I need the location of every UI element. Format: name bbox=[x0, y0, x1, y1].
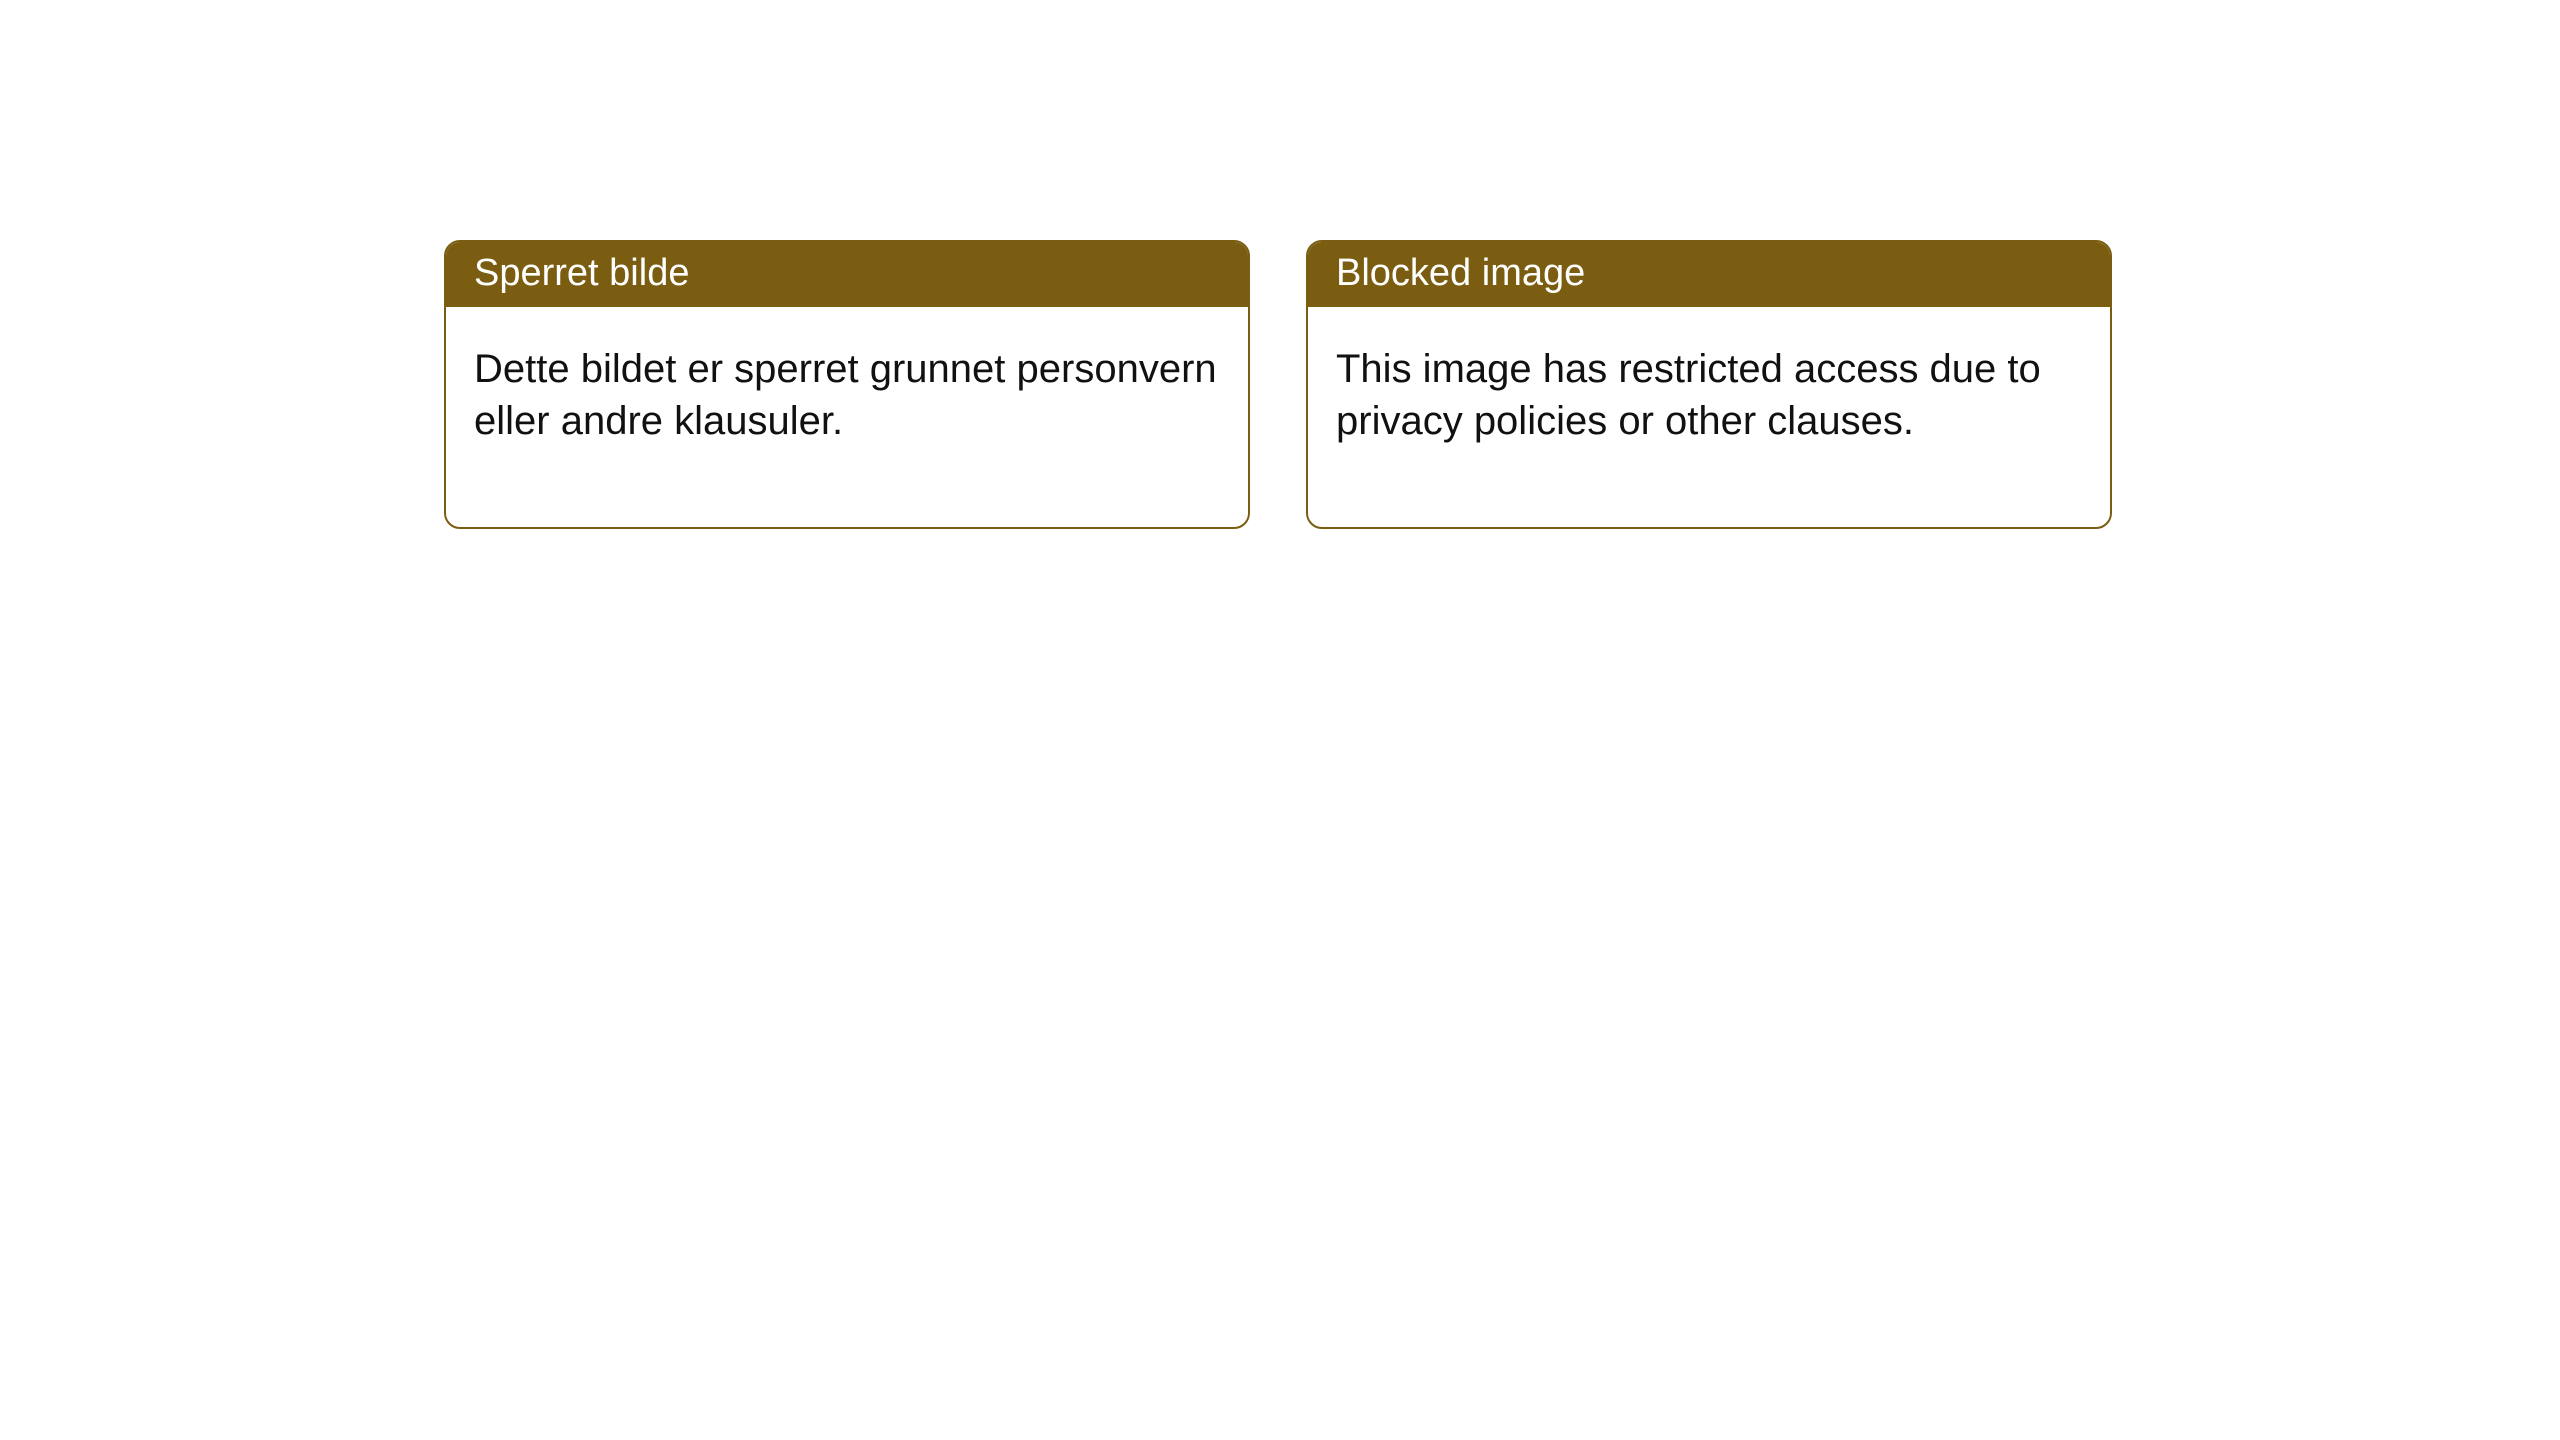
notice-container: Sperret bilde Dette bildet er sperret gr… bbox=[0, 0, 2560, 529]
notice-header: Blocked image bbox=[1308, 242, 2110, 307]
notice-card-norwegian: Sperret bilde Dette bildet er sperret gr… bbox=[444, 240, 1250, 529]
notice-header: Sperret bilde bbox=[446, 242, 1248, 307]
notice-card-english: Blocked image This image has restricted … bbox=[1306, 240, 2112, 529]
notice-body: Dette bildet er sperret grunnet personve… bbox=[446, 307, 1248, 527]
notice-body: This image has restricted access due to … bbox=[1308, 307, 2110, 527]
